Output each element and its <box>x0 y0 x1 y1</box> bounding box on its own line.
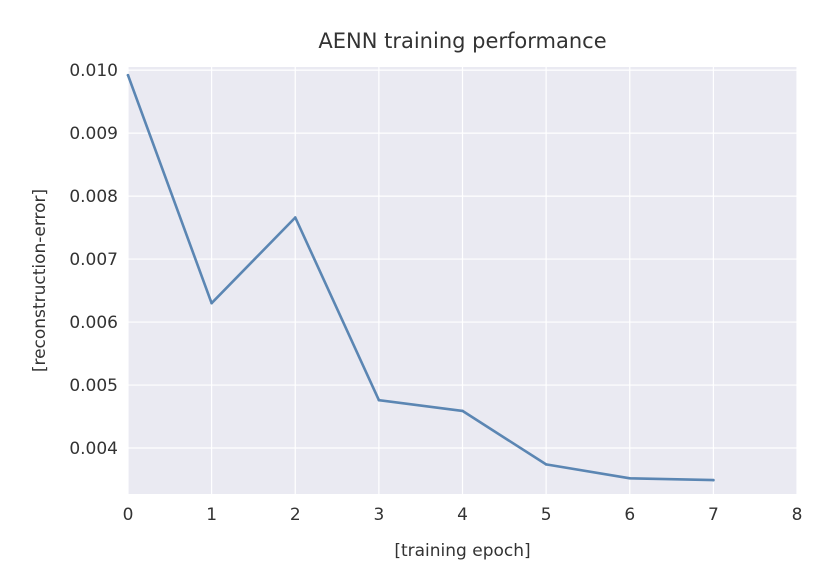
series-line <box>126 73 715 482</box>
data-point <box>712 478 715 482</box>
x-tick-label: 4 <box>457 505 468 525</box>
data-point <box>461 409 464 413</box>
x-tick-label: 1 <box>206 505 217 525</box>
x-tick-label: 8 <box>792 505 803 525</box>
x-tick-label: 5 <box>541 505 552 525</box>
x-tick-label: 0 <box>123 505 134 525</box>
x-tick-label: 2 <box>290 505 301 525</box>
y-tick-label: 0.006 <box>69 313 118 333</box>
y-tick-label: 0.008 <box>69 187 118 207</box>
data-point <box>210 301 213 305</box>
x-tick-label: 6 <box>624 505 635 525</box>
data-point <box>544 463 548 466</box>
vertical-gridlines <box>127 67 798 494</box>
data-point <box>377 398 381 402</box>
data-point <box>628 476 632 480</box>
horizontal-gridlines <box>128 69 797 449</box>
y-axis-label: [reconstruction-error] <box>30 189 50 372</box>
x-tick-labels: 0 1 2 3 4 5 6 7 8 <box>123 505 803 525</box>
data-point <box>293 216 297 219</box>
data-point <box>126 73 130 77</box>
chart-title: AENN training performance <box>318 29 606 53</box>
x-axis-label: [training epoch] <box>394 541 530 561</box>
y-tick-label: 0.009 <box>69 124 118 144</box>
y-tick-label: 0.007 <box>69 250 118 270</box>
series-layer <box>126 73 715 482</box>
x-tick-label: 3 <box>373 505 384 525</box>
y-tick-labels: 0.004 0.005 0.006 0.007 0.008 0.009 0.010 <box>69 61 118 459</box>
y-tick-label: 0.005 <box>69 376 118 396</box>
y-tick-label: 0.010 <box>69 61 118 81</box>
y-tick-label: 0.004 <box>69 439 118 459</box>
x-tick-label: 7 <box>708 505 719 525</box>
